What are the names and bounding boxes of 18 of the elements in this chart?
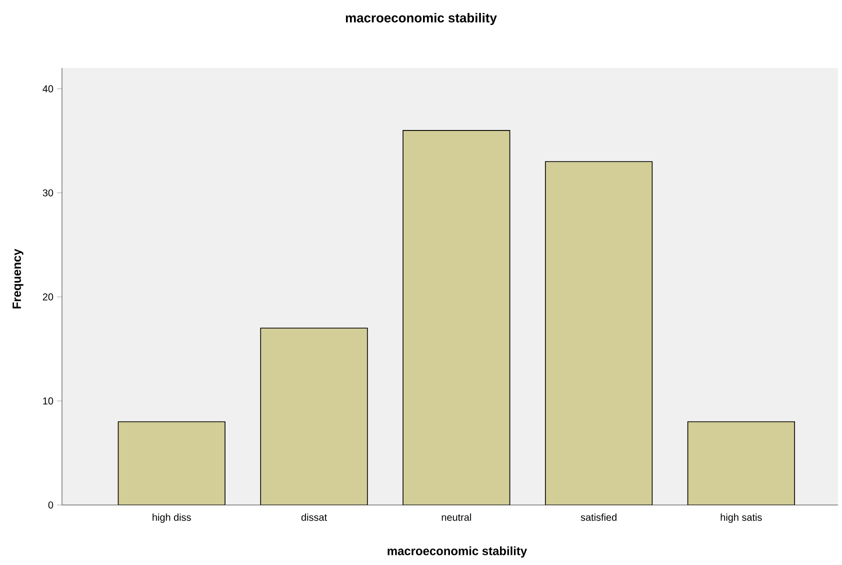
y-tick-label: 40: [42, 85, 54, 92]
bar: [260, 328, 368, 505]
y-tick-label: 20: [42, 293, 54, 300]
x-tick-label: high satis: [720, 514, 762, 523]
x-axis-title: macroeconomic stability: [388, 546, 528, 558]
x-tick-label: satisfied: [580, 514, 616, 521]
y-tick-label: 0: [48, 501, 54, 509]
x-tick-label: dissat: [301, 514, 327, 521]
bar: [118, 421, 226, 505]
bar: [545, 161, 653, 505]
x-tick-label: neutral: [442, 514, 471, 521]
y-tick-label: 30: [42, 189, 54, 196]
bar: [687, 421, 795, 505]
bar: [402, 130, 510, 505]
chart-title: macroeconomic stability: [346, 12, 497, 26]
x-tick-label: high diss: [152, 514, 191, 523]
y-tick-label: 10: [43, 397, 54, 404]
y-axis-title: Frequency: [12, 248, 24, 308]
